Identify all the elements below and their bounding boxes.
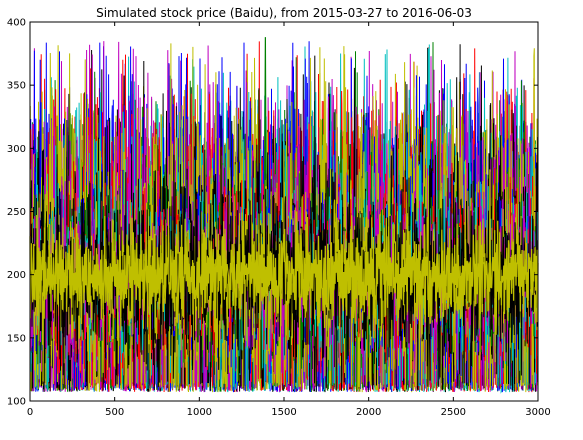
y-tick-label: 100 <box>7 397 26 408</box>
y-tick-label: 200 <box>7 270 26 281</box>
y-tick-label: 350 <box>7 81 26 92</box>
peak-spike <box>264 37 267 187</box>
x-tick-label: 2000 <box>356 407 381 418</box>
chart-title: Simulated stock price (Baidu), from 2015… <box>96 6 472 20</box>
y-tick-label: 150 <box>7 333 26 344</box>
x-tick-label: 1500 <box>271 407 296 418</box>
series-line <box>29 169 539 337</box>
x-tick-label: 1000 <box>187 407 212 418</box>
y-tick-label: 300 <box>7 144 26 155</box>
x-tick-label: 3000 <box>525 407 550 418</box>
x-tick-label: 500 <box>105 407 124 418</box>
series-group <box>29 37 539 394</box>
y-tick-label: 250 <box>7 207 26 218</box>
y-axis: 100 150 200 250 300 350 400 <box>7 18 538 408</box>
x-tick-label: 0 <box>27 407 33 418</box>
x-axis: 0 500 1000 1500 2000 2500 3000 <box>27 22 551 418</box>
y-tick-label: 400 <box>7 18 26 29</box>
x-tick-label: 2500 <box>441 407 466 418</box>
